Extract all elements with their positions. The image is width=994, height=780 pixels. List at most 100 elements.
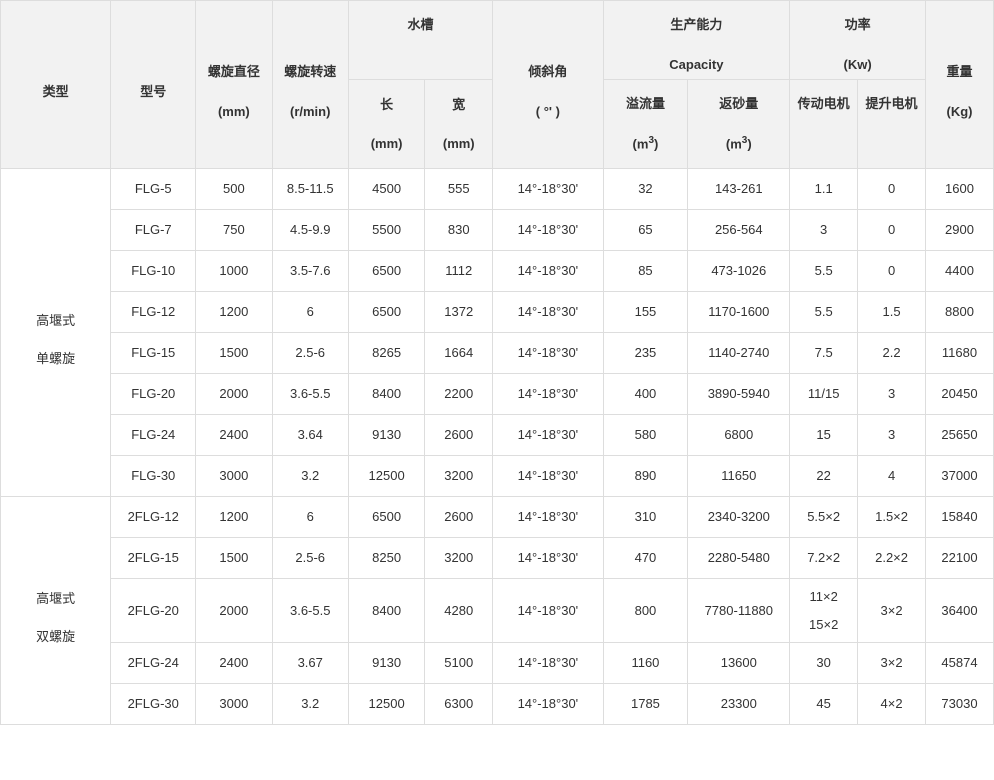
cell-angle: 14°-18°30': [493, 497, 603, 538]
cell-diameter: 1500: [196, 333, 272, 374]
cell-length: 12500: [348, 684, 424, 725]
cell-length: 5500: [348, 210, 424, 251]
cell-return-sand: 143-261: [688, 169, 790, 210]
cell-return-sand: 2280-5480: [688, 538, 790, 579]
header-power: 功率(Kw): [790, 1, 926, 80]
cell-model: 2FLG-15: [111, 538, 196, 579]
cell-return-sand: 7780-11880: [688, 579, 790, 643]
cell-angle: 14°-18°30': [493, 643, 603, 684]
cell-width: 6300: [425, 684, 493, 725]
cell-model: FLG-24: [111, 415, 196, 456]
cell-lift-motor: 1.5: [858, 292, 926, 333]
cell-weight: 73030: [926, 684, 994, 725]
header-capacity: 生产能力Capacity: [603, 1, 790, 80]
cell-width: 830: [425, 210, 493, 251]
cell-return-sand: 2340-3200: [688, 497, 790, 538]
table-row: 高堰式单螺旋FLG-55008.5-11.5450055514°-18°30'3…: [1, 169, 994, 210]
cell-angle: 14°-18°30': [493, 684, 603, 725]
table-row: 2FLG-3030003.212500630014°-18°30'1785233…: [1, 684, 994, 725]
cell-lift-motor: 3: [858, 374, 926, 415]
cell-length: 8400: [348, 579, 424, 643]
cell-return-sand: 23300: [688, 684, 790, 725]
cell-length: 9130: [348, 415, 424, 456]
cell-speed: 3.6-5.5: [272, 374, 348, 415]
header-angle: 倾斜角( °' ): [493, 1, 603, 169]
cell-length: 6500: [348, 497, 424, 538]
cell-return-sand: 3890-5940: [688, 374, 790, 415]
table-row: 高堰式双螺旋2FLG-12120066500260014°-18°30'3102…: [1, 497, 994, 538]
table-row: FLG-77504.5-9.9550083014°-18°30'65256-56…: [1, 210, 994, 251]
cell-diameter: 2400: [196, 415, 272, 456]
cell-model: FLG-20: [111, 374, 196, 415]
cell-length: 4500: [348, 169, 424, 210]
table-row: 2FLG-2020003.6-5.58400428014°-18°30'8007…: [1, 579, 994, 643]
cell-angle: 14°-18°30': [493, 169, 603, 210]
cell-length: 8265: [348, 333, 424, 374]
cell-diameter: 3000: [196, 684, 272, 725]
cell-drive-motor: 7.2×2: [790, 538, 858, 579]
cell-length: 9130: [348, 643, 424, 684]
cell-overflow: 310: [603, 497, 688, 538]
cell-speed: 3.2: [272, 684, 348, 725]
cell-speed: 3.2: [272, 456, 348, 497]
cell-model: 2FLG-30: [111, 684, 196, 725]
cell-model: 2FLG-20: [111, 579, 196, 643]
table-body: 高堰式单螺旋FLG-55008.5-11.5450055514°-18°30'3…: [1, 169, 994, 725]
header-drive-motor: 传动电机: [790, 80, 858, 169]
cell-overflow: 32: [603, 169, 688, 210]
cell-model: FLG-10: [111, 251, 196, 292]
cell-width: 1372: [425, 292, 493, 333]
header-overflow: 溢流量(m3): [603, 80, 688, 169]
cell-width: 1112: [425, 251, 493, 292]
cell-lift-motor: 3: [858, 415, 926, 456]
cell-diameter: 750: [196, 210, 272, 251]
cell-angle: 14°-18°30': [493, 333, 603, 374]
cell-lift-motor: 1.5×2: [858, 497, 926, 538]
cell-drive-motor: 5.5: [790, 292, 858, 333]
table-row: 2FLG-2424003.679130510014°-18°30'1160136…: [1, 643, 994, 684]
cell-model: FLG-5: [111, 169, 196, 210]
cell-model: FLG-15: [111, 333, 196, 374]
cell-width: 2600: [425, 497, 493, 538]
cell-model: FLG-30: [111, 456, 196, 497]
cell-width: 4280: [425, 579, 493, 643]
cell-diameter: 2000: [196, 374, 272, 415]
cell-model: FLG-7: [111, 210, 196, 251]
cell-length: 8400: [348, 374, 424, 415]
cell-diameter: 2400: [196, 643, 272, 684]
cell-width: 2600: [425, 415, 493, 456]
spec-table: 类型 型号 螺旋直径(mm) 螺旋转速(r/min) 水槽 倾斜角( °' ) …: [0, 0, 994, 725]
cell-overflow: 65: [603, 210, 688, 251]
header-width: 宽(mm): [425, 80, 493, 169]
cell-return-sand: 1140-2740: [688, 333, 790, 374]
category-cell: 高堰式单螺旋: [1, 169, 111, 497]
cell-return-sand: 6800: [688, 415, 790, 456]
cell-weight: 4400: [926, 251, 994, 292]
cell-speed: 3.67: [272, 643, 348, 684]
cell-drive-motor: 30: [790, 643, 858, 684]
cell-overflow: 890: [603, 456, 688, 497]
cell-weight: 45874: [926, 643, 994, 684]
cell-model: 2FLG-24: [111, 643, 196, 684]
cell-angle: 14°-18°30': [493, 538, 603, 579]
cell-drive-motor: 1.1: [790, 169, 858, 210]
cell-diameter: 2000: [196, 579, 272, 643]
cell-lift-motor: 3×2: [858, 579, 926, 643]
cell-angle: 14°-18°30': [493, 579, 603, 643]
cell-overflow: 400: [603, 374, 688, 415]
cell-weight: 1600: [926, 169, 994, 210]
cell-width: 3200: [425, 456, 493, 497]
table-row: FLG-1010003.5-7.66500111214°-18°30'85473…: [1, 251, 994, 292]
table-row: FLG-2424003.649130260014°-18°30'58068001…: [1, 415, 994, 456]
cell-drive-motor: 22: [790, 456, 858, 497]
cell-length: 12500: [348, 456, 424, 497]
cell-drive-motor: 15: [790, 415, 858, 456]
cell-drive-motor: 5.5: [790, 251, 858, 292]
cell-angle: 14°-18°30': [493, 210, 603, 251]
cell-width: 555: [425, 169, 493, 210]
cell-speed: 3.64: [272, 415, 348, 456]
cell-lift-motor: 0: [858, 251, 926, 292]
cell-width: 2200: [425, 374, 493, 415]
cell-overflow: 1785: [603, 684, 688, 725]
cell-speed: 4.5-9.9: [272, 210, 348, 251]
